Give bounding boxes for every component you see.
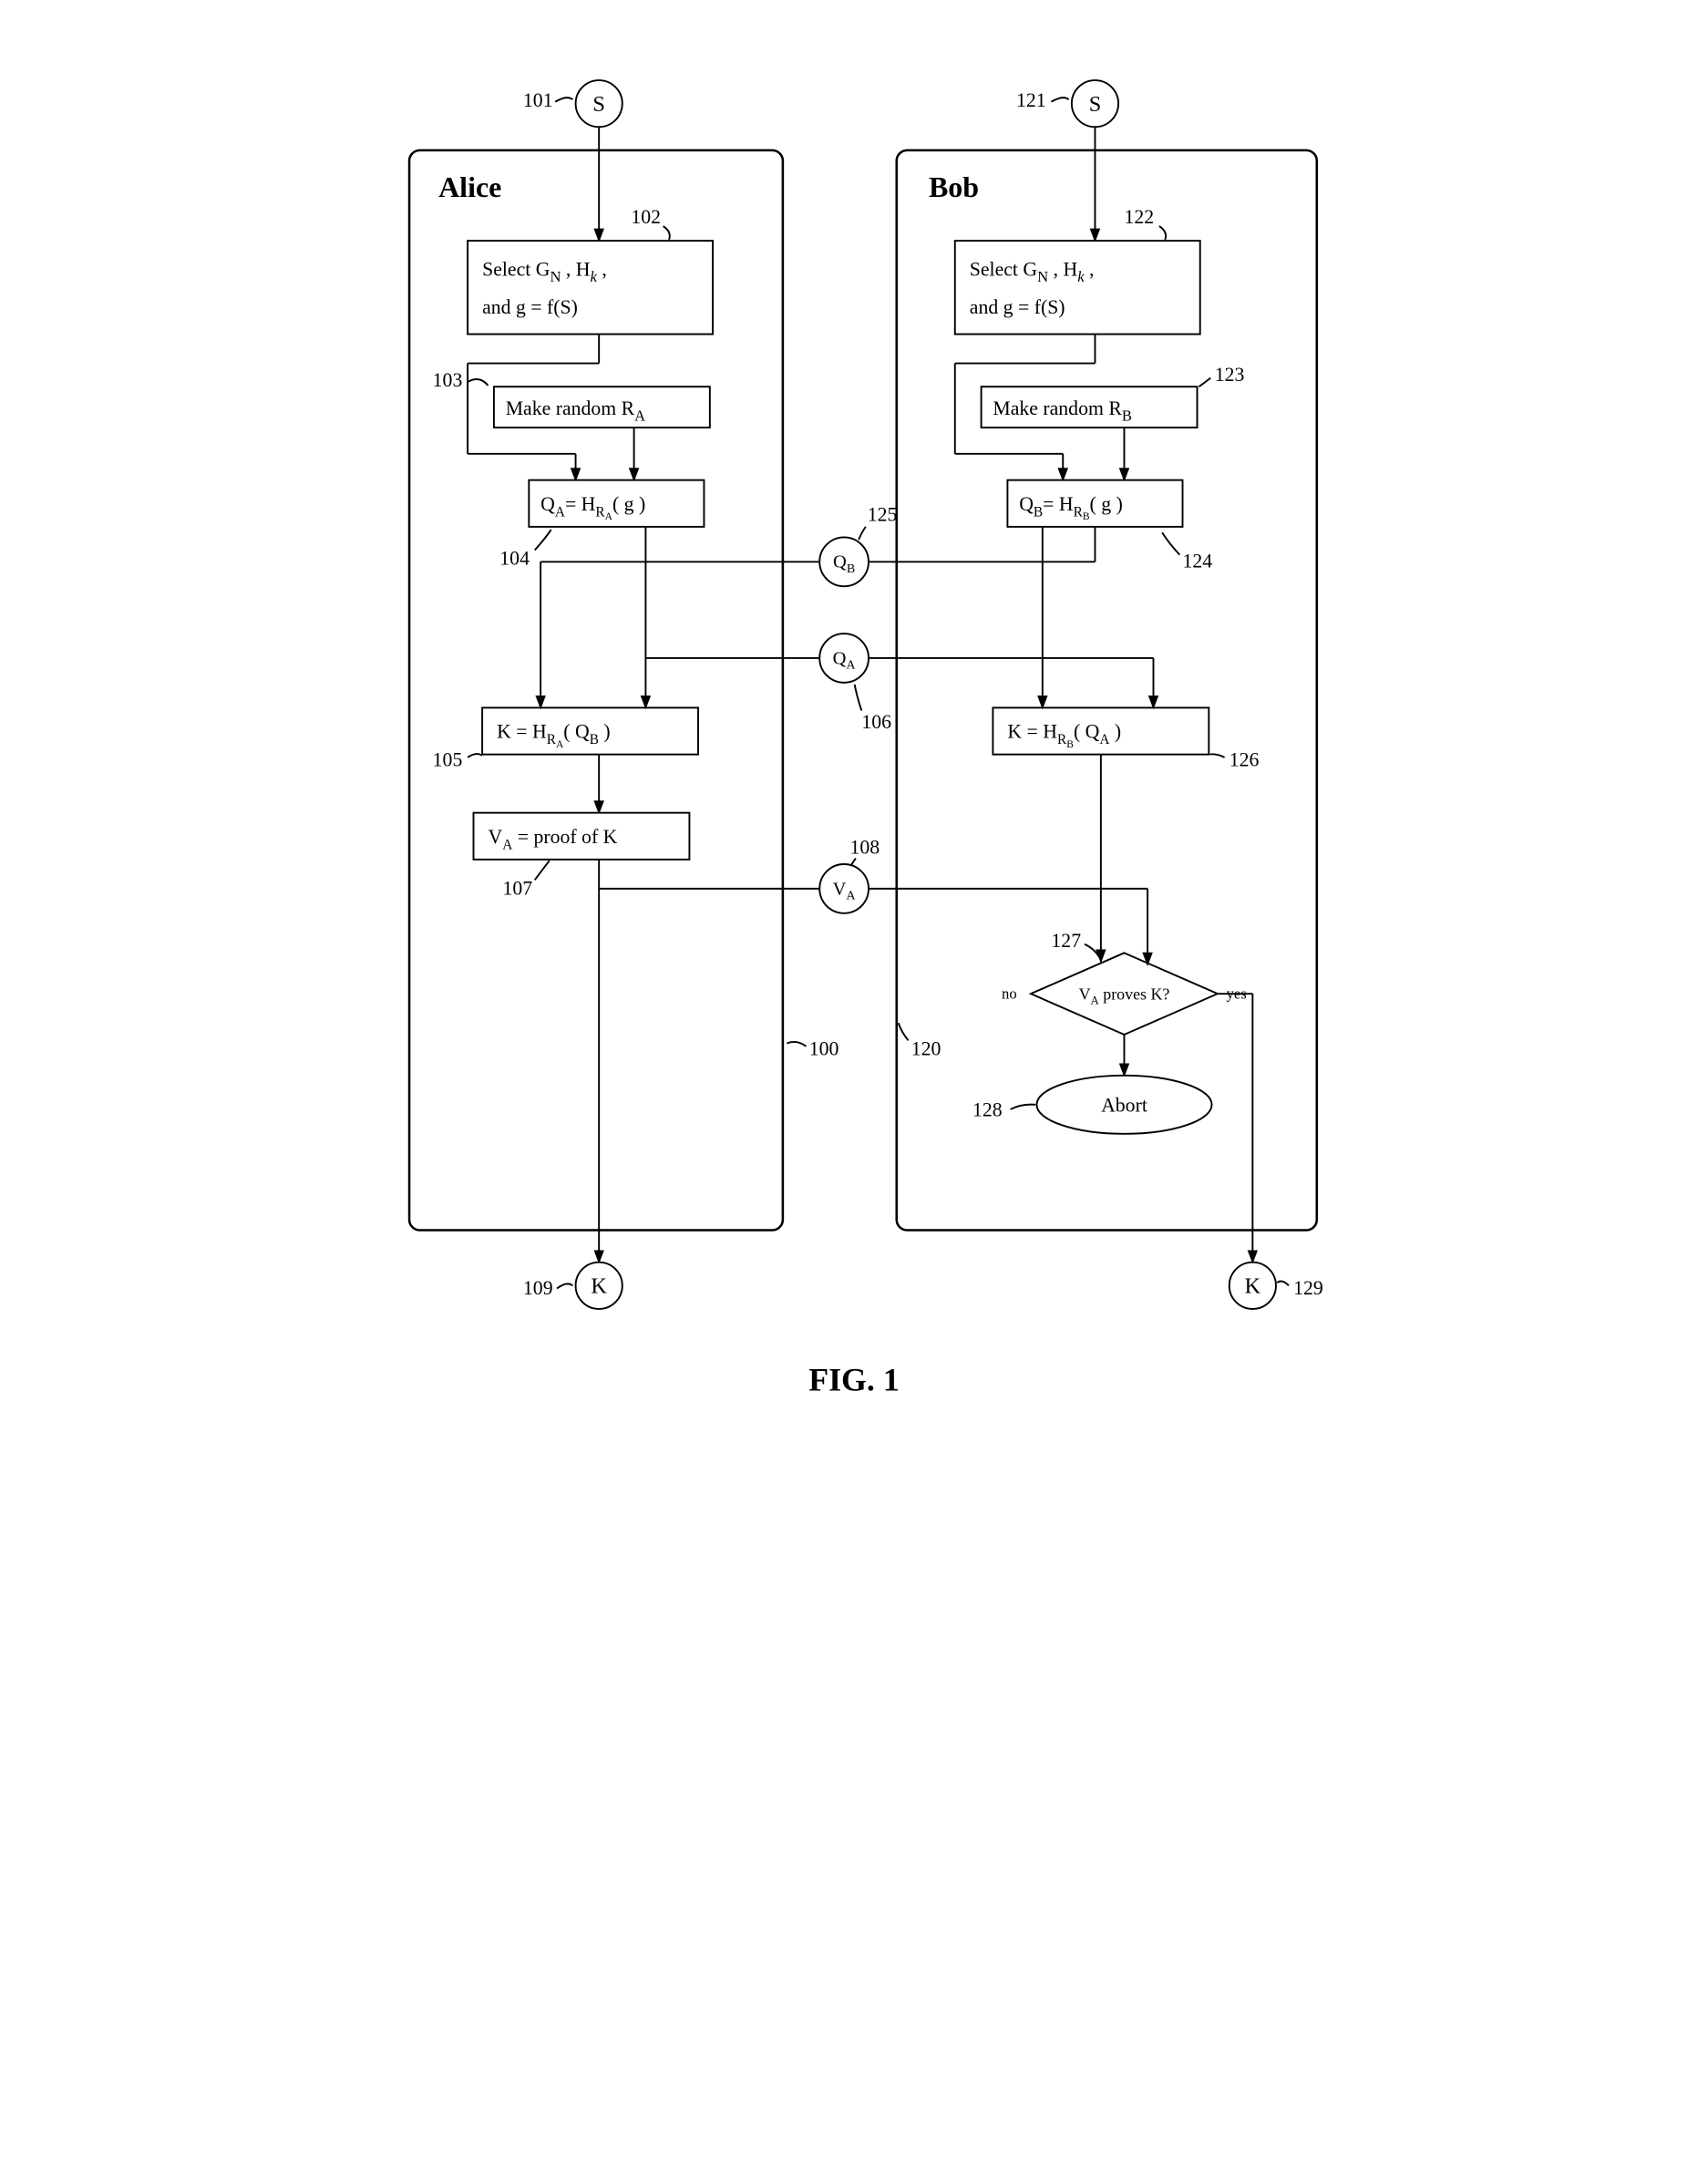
ref-124: 124 bbox=[1183, 551, 1213, 572]
alice-select-line2: and g = f(S) bbox=[482, 296, 578, 318]
alice-select-box bbox=[468, 241, 713, 334]
ref-120: 120 bbox=[911, 1037, 941, 1059]
ref-129: 129 bbox=[1293, 1277, 1323, 1299]
ref-123: 123 bbox=[1215, 364, 1245, 386]
ref-125: 125 bbox=[868, 503, 898, 525]
alice-out-letter: K bbox=[591, 1274, 607, 1299]
bob-start-letter: S bbox=[1089, 92, 1102, 117]
bob-select-line2: and g = f(S) bbox=[970, 296, 1065, 318]
alice-title: Alice bbox=[438, 170, 501, 203]
flowchart-diagram: Alice S 101 102 Select GN , Hk , and g =… bbox=[307, 36, 1401, 1429]
ref-101: 101 bbox=[523, 89, 553, 111]
ref-106: 106 bbox=[861, 711, 891, 733]
ref-104: 104 bbox=[499, 548, 530, 570]
bob-select-box bbox=[955, 241, 1200, 334]
ref-107: 107 bbox=[503, 877, 533, 899]
abort-label: Abort bbox=[1101, 1095, 1147, 1117]
decision-no: no bbox=[1002, 984, 1017, 1002]
ref-100: 100 bbox=[809, 1037, 839, 1059]
alice-start-letter: S bbox=[592, 92, 605, 117]
bob-title: Bob bbox=[929, 170, 979, 203]
ref-105: 105 bbox=[433, 748, 463, 770]
bob-out-letter: K bbox=[1245, 1274, 1261, 1299]
ref-102: 102 bbox=[631, 206, 661, 228]
ref-126: 126 bbox=[1230, 748, 1260, 770]
ref-122: 122 bbox=[1124, 206, 1154, 228]
ref-127: 127 bbox=[1051, 930, 1081, 952]
ref-121: 121 bbox=[1016, 89, 1046, 111]
ref-103: 103 bbox=[433, 369, 463, 391]
ref-108: 108 bbox=[850, 836, 880, 858]
figure-label: FIG. 1 bbox=[808, 1362, 900, 1398]
ref-109: 109 bbox=[523, 1277, 553, 1299]
ref-128: 128 bbox=[972, 1099, 1003, 1121]
